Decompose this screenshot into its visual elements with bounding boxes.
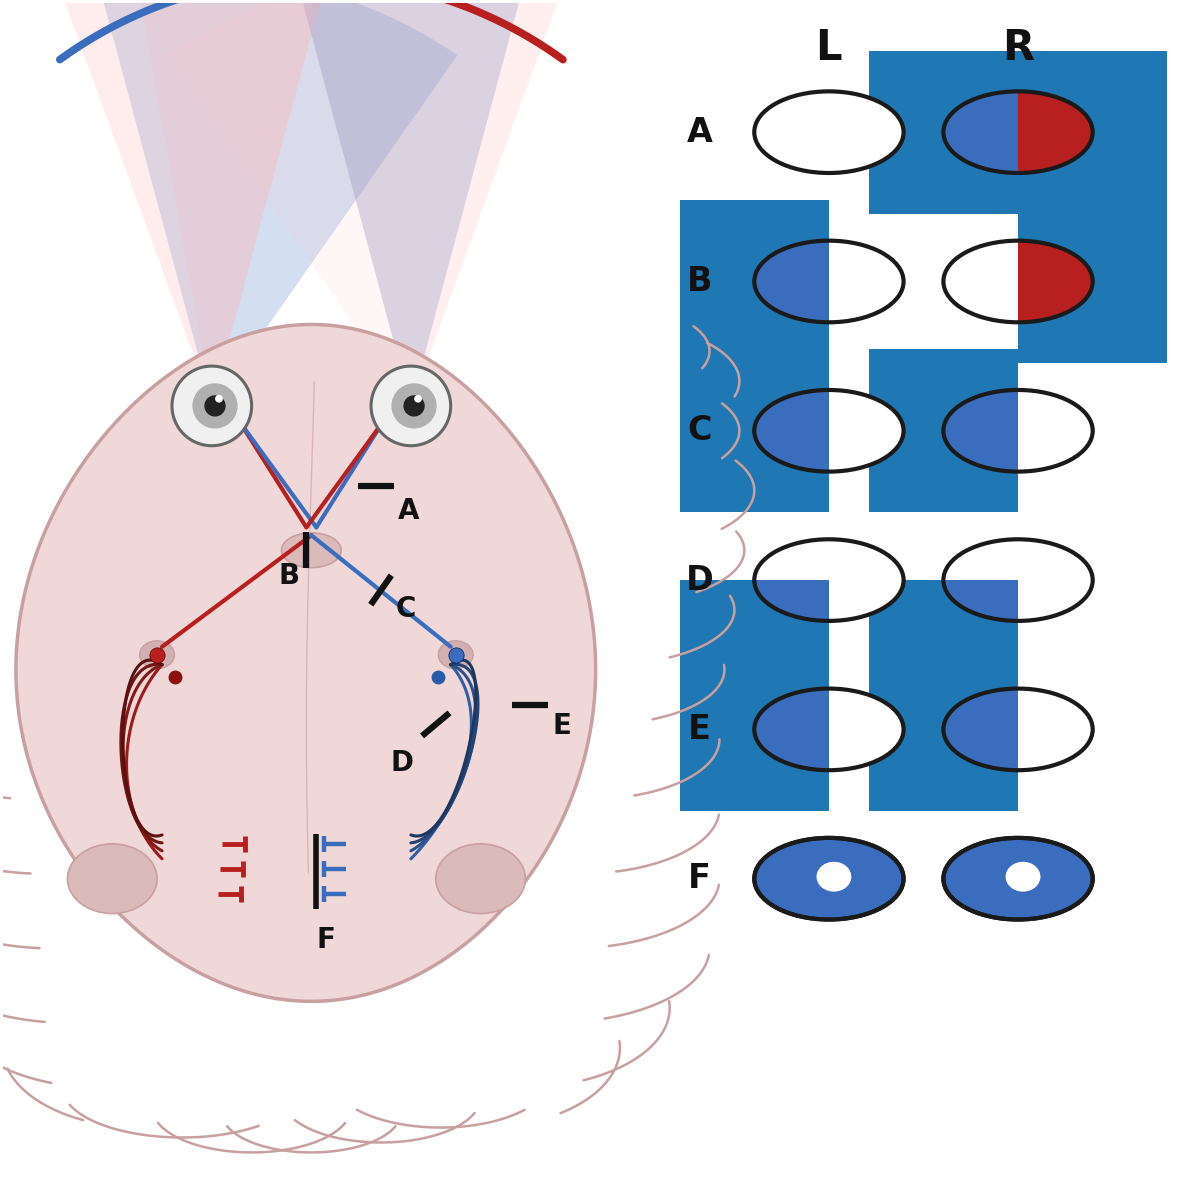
Ellipse shape [816,862,851,892]
Circle shape [205,396,224,416]
Ellipse shape [139,641,174,668]
Bar [869,349,1018,512]
Ellipse shape [754,838,904,919]
Bar [869,730,1018,811]
Ellipse shape [943,390,1093,472]
Ellipse shape [754,689,904,770]
Ellipse shape [1006,862,1040,892]
Circle shape [404,396,424,416]
Bar [1018,200,1168,364]
Bar [679,200,829,364]
Bar [679,730,829,811]
Circle shape [172,366,252,445]
Circle shape [216,396,222,402]
Bar [869,50,1018,214]
Ellipse shape [436,844,526,913]
Ellipse shape [943,689,1093,770]
Ellipse shape [754,539,904,622]
Bar [679,580,829,661]
Bar [869,580,1018,661]
Ellipse shape [943,241,1093,323]
Polygon shape [16,324,595,1001]
Text: F: F [317,926,336,954]
Text: B: B [278,562,300,590]
Text: D: D [685,564,714,596]
Ellipse shape [754,390,904,472]
Text: E: E [688,713,710,746]
Bar [679,349,829,512]
Wedge shape [300,0,522,406]
Ellipse shape [943,689,1093,770]
Circle shape [371,366,451,445]
Ellipse shape [943,838,1093,919]
Bar [869,648,1018,730]
Bar [1018,50,1168,214]
Ellipse shape [755,390,904,472]
Ellipse shape [943,390,1093,472]
Text: R: R [1002,26,1034,68]
Ellipse shape [943,838,1093,919]
Text: L: L [816,26,842,68]
Ellipse shape [943,240,1093,323]
Ellipse shape [755,539,904,620]
Text: D: D [391,749,414,778]
Text: B: B [686,265,713,298]
Wedge shape [66,0,323,406]
Circle shape [415,396,421,402]
Ellipse shape [943,539,1093,622]
Ellipse shape [755,241,904,323]
Ellipse shape [943,91,1093,173]
Ellipse shape [755,91,904,173]
Ellipse shape [67,844,157,913]
Ellipse shape [943,91,1093,173]
Text: A: A [398,498,420,526]
Ellipse shape [282,533,341,568]
Circle shape [392,384,436,428]
Ellipse shape [754,689,904,770]
Text: F: F [688,863,710,895]
Ellipse shape [755,689,904,770]
Ellipse shape [943,689,1093,770]
Ellipse shape [754,240,904,323]
Wedge shape [101,0,457,406]
Ellipse shape [755,838,904,919]
Wedge shape [138,0,323,406]
Circle shape [193,384,236,428]
Bar [679,648,829,730]
Ellipse shape [943,539,1093,620]
Text: C: C [396,595,416,623]
Wedge shape [300,0,557,406]
Wedge shape [166,0,522,406]
Ellipse shape [438,641,473,668]
Ellipse shape [943,91,1093,173]
Text: A: A [686,115,713,149]
Text: C: C [688,414,712,448]
Text: E: E [552,713,571,740]
